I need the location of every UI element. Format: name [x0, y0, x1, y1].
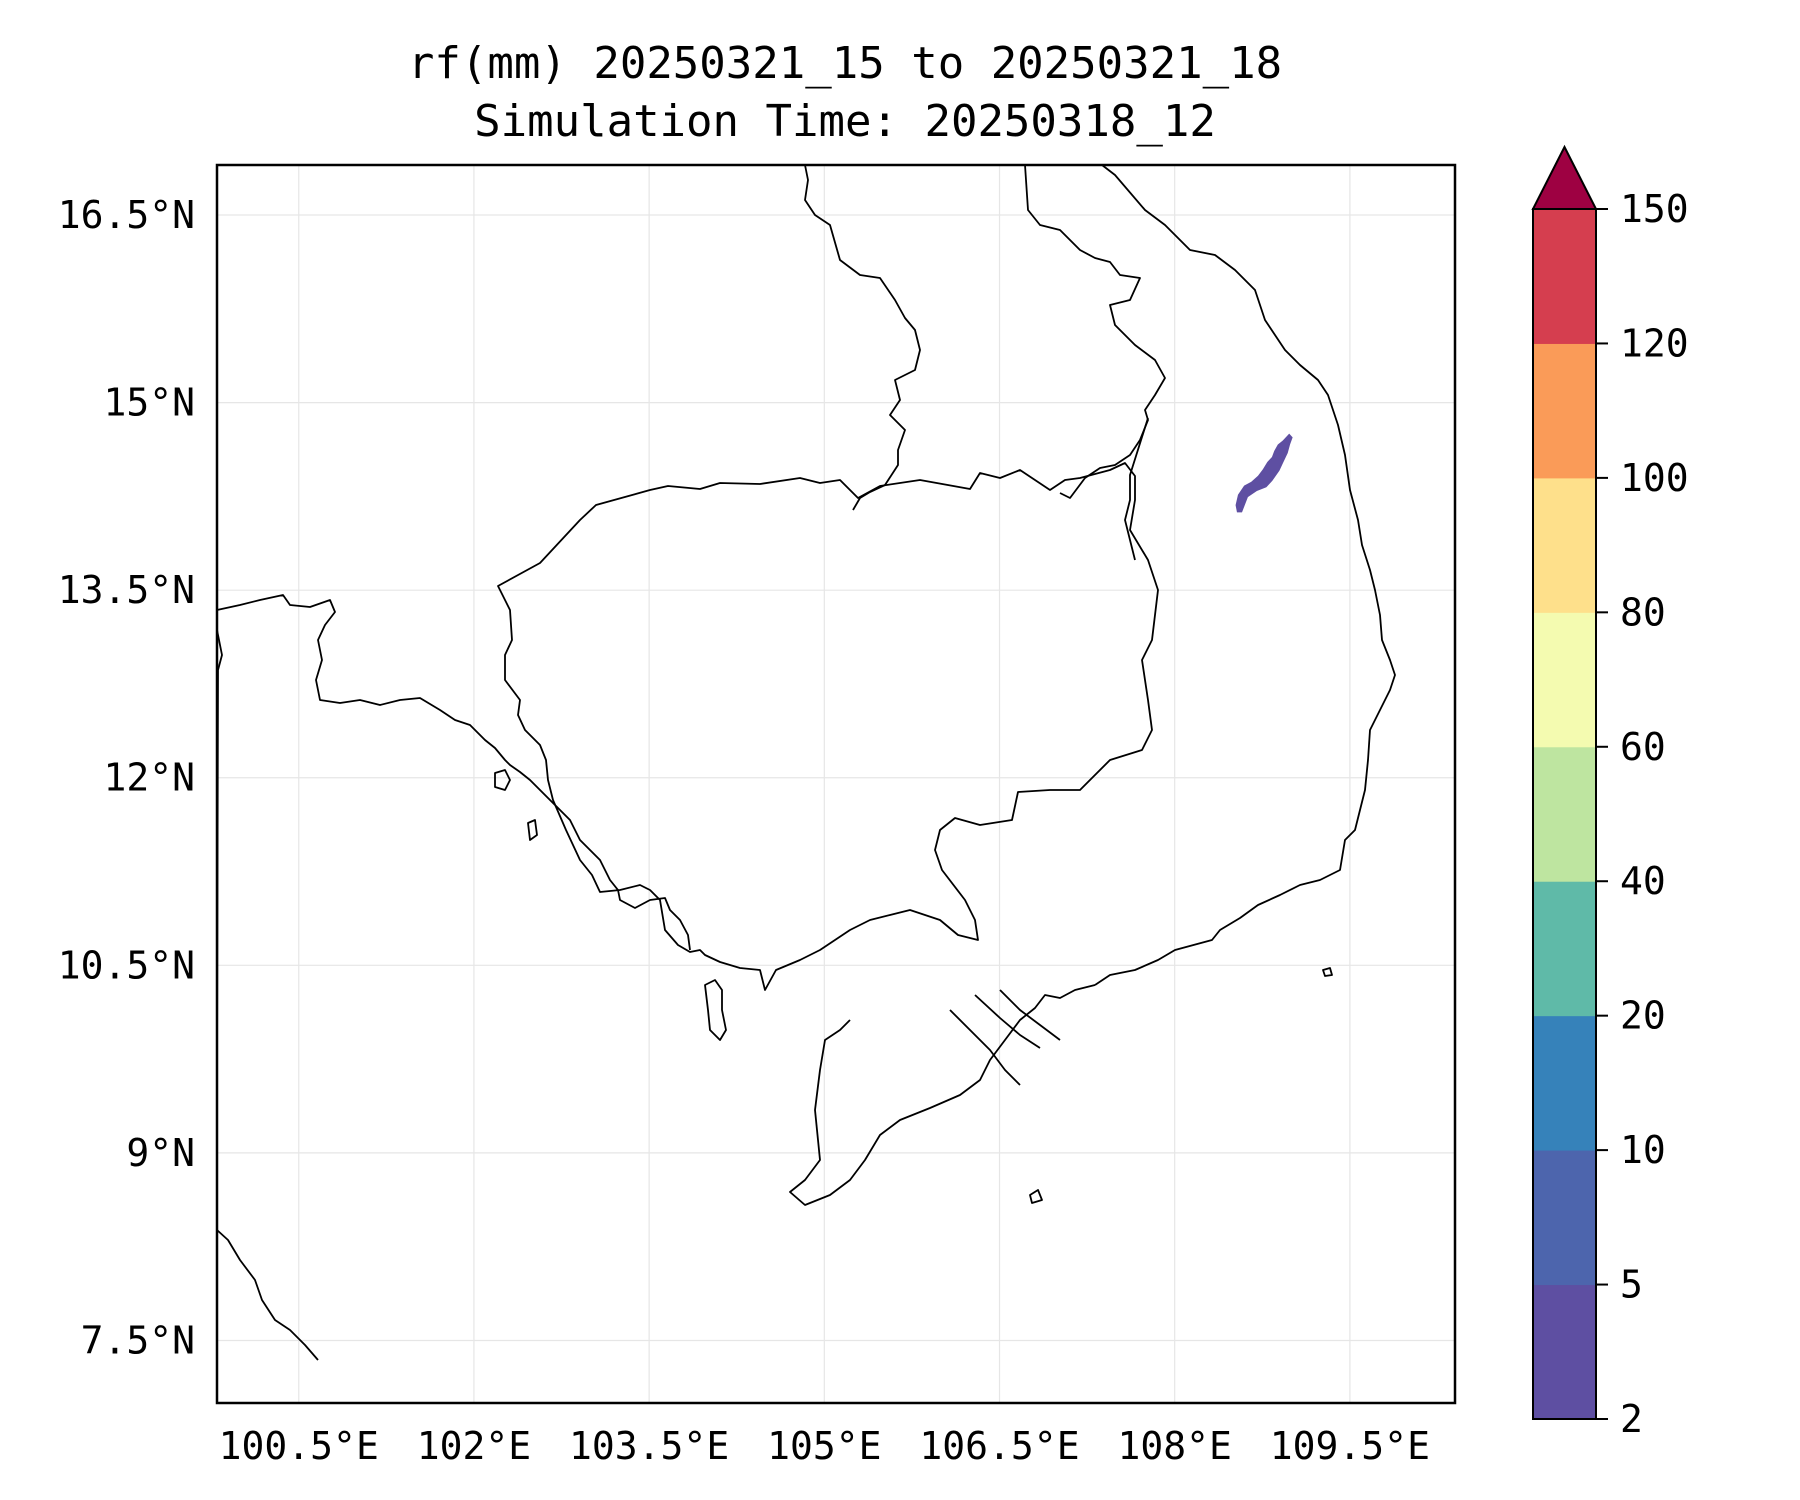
gulf-islet-2 — [527, 819, 538, 841]
phu-quoc-island — [704, 979, 727, 1041]
colorbar-level-label: 80 — [1620, 590, 1666, 634]
rainfall-layer — [1235, 433, 1293, 513]
colorbar-frame — [1532, 208, 1597, 1420]
lat-tick-label: 13.5°N — [58, 568, 195, 612]
mekong-delta-coast — [789, 984, 1096, 1206]
lon-tick-label: 103.5°E — [569, 1424, 729, 1468]
lon-tick-label: 106.5°E — [919, 1424, 1079, 1468]
colorbar-bin — [1533, 1015, 1596, 1151]
lon-tick-label: 105°E — [767, 1424, 881, 1468]
colorbar-level-label: 2 — [1620, 1397, 1643, 1441]
colorbar-level-label: 60 — [1620, 725, 1666, 769]
lat-tick-label: 10.5°N — [58, 943, 195, 987]
lat-tick-label: 15°N — [103, 381, 195, 425]
colorbar-level-label: 120 — [1620, 321, 1689, 365]
lon-tick-label: 102°E — [417, 1424, 531, 1468]
colorbar-bin — [1533, 1284, 1596, 1420]
vietnam-coastline — [1094, 164, 1396, 986]
colorbar-level-label: 40 — [1620, 859, 1666, 903]
rainfall-patch — [1235, 433, 1293, 513]
colorbar-bin — [1533, 1150, 1596, 1286]
colorbar-level-label: 150 — [1620, 187, 1689, 231]
vietnam-central-border — [1124, 417, 1149, 561]
mekong-channel-3 — [999, 989, 1061, 1041]
colorbar-level-label: 20 — [1620, 994, 1666, 1038]
colorbar-bin — [1533, 746, 1596, 882]
map-frame — [215, 163, 1457, 1405]
colorbar-bins — [1531, 144, 1598, 1420]
colorbar-bin — [1533, 477, 1596, 613]
lon-tick-label: 100.5°E — [219, 1424, 379, 1468]
laos-vietnam-border — [1024, 164, 1166, 499]
colorbar: 2 5 10 20 40 60 80 100 120 150 — [1531, 144, 1689, 1441]
lon-tick-label: 108°E — [1118, 1424, 1232, 1468]
colorbar-labels: 2 5 10 20 40 60 80 100 120 150 — [1596, 187, 1689, 1441]
title-line-1: rf(mm) 20250321_15 to 20250321_18 — [408, 38, 1282, 89]
malay-peninsula-coast — [216, 629, 319, 1361]
lat-tick-label: 16.5°N — [58, 193, 195, 237]
colorbar-bin — [1533, 343, 1596, 479]
colorbar-level-label: 10 — [1620, 1128, 1666, 1172]
map-panel: 100.5°E 102°E 103.5°E 105°E 106.5°E 108°E 109.… — [58, 163, 1457, 1468]
colorbar-level-label: 100 — [1620, 456, 1689, 500]
thailand-east-coast — [216, 594, 691, 951]
colorbar-bin — [1533, 612, 1596, 748]
lat-tick-label: 9°N — [126, 1131, 195, 1175]
mekong-channel-2 — [974, 994, 1041, 1049]
mekong-channel-1 — [949, 1009, 1021, 1086]
lat-tick-label: 7.5°N — [81, 1318, 195, 1362]
title-line-2: Simulation Time: 20250318_12 — [474, 96, 1216, 147]
gulf-islet-3 — [1029, 1189, 1043, 1204]
colorbar-level-label: 5 — [1620, 1263, 1643, 1307]
laos-thailand-border — [804, 164, 921, 511]
colorbar-extend-max — [1531, 144, 1598, 210]
lat-tick-label: 12°N — [103, 756, 195, 800]
cambodia-border — [497, 462, 1159, 991]
longitude-ticks: 100.5°E 102°E 103.5°E 105°E 106.5°E 108°E 109.… — [219, 1424, 1430, 1468]
colorbar-bin — [1533, 209, 1596, 344]
gulf-islet-4 — [1322, 967, 1333, 977]
coastlines — [216, 164, 1396, 1361]
latitude-ticks: 16.5°N 15°N 13.5°N 12°N 10.5°N 9°N 7.5°N — [58, 193, 195, 1362]
gridlines — [217, 165, 1455, 1403]
gulf-islet-1 — [494, 769, 511, 791]
colorbar-bin — [1533, 881, 1596, 1017]
lon-tick-label: 109.5°E — [1270, 1424, 1430, 1468]
